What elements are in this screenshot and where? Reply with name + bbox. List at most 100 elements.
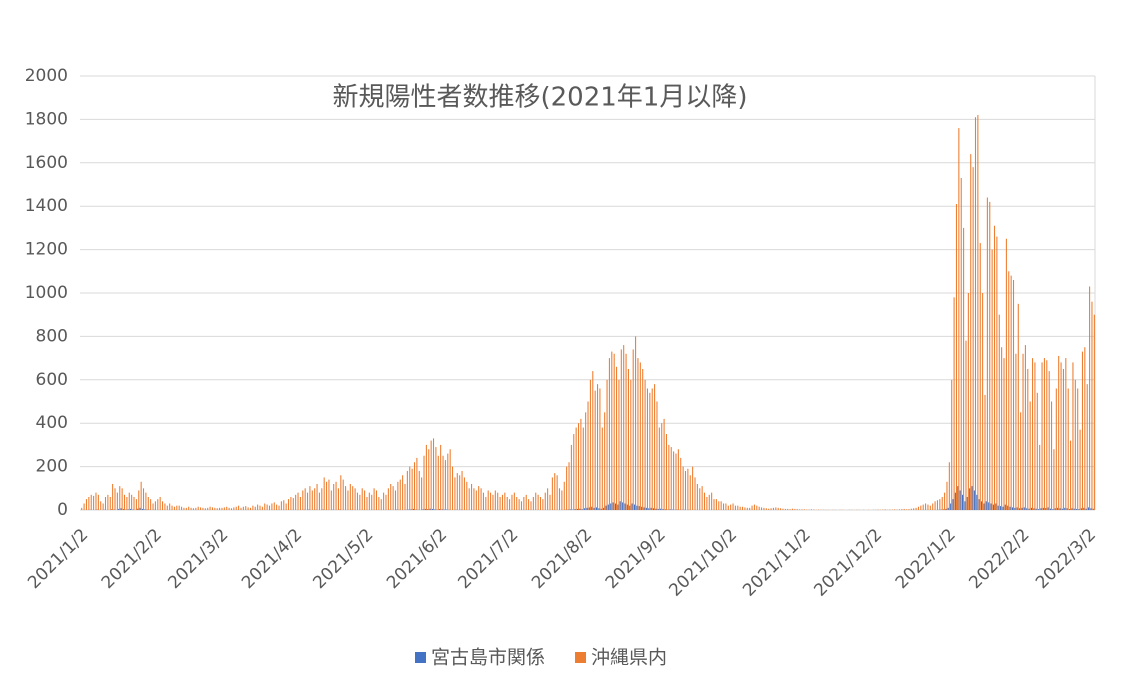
bar xyxy=(412,469,413,510)
bar xyxy=(504,493,505,510)
bar xyxy=(283,500,284,510)
bar xyxy=(1013,280,1014,510)
bar xyxy=(428,449,429,510)
bar xyxy=(918,507,919,510)
bar xyxy=(974,490,975,510)
bar xyxy=(181,507,182,510)
bar xyxy=(511,495,512,510)
bar xyxy=(989,202,990,510)
bar xyxy=(1029,509,1030,510)
bar xyxy=(1077,388,1078,510)
bar xyxy=(957,486,958,510)
bar xyxy=(1078,509,1079,510)
bar xyxy=(276,505,277,510)
bar xyxy=(93,496,94,510)
bar xyxy=(694,477,695,510)
bar xyxy=(1037,393,1038,510)
bar xyxy=(300,497,301,510)
bar xyxy=(645,380,646,510)
bar xyxy=(665,509,666,510)
bar xyxy=(142,509,143,510)
bar xyxy=(431,441,432,510)
bar xyxy=(414,462,415,510)
bar xyxy=(481,488,482,510)
bar xyxy=(483,493,484,510)
bar xyxy=(622,502,623,510)
bar xyxy=(901,509,902,510)
bar xyxy=(965,341,966,510)
bar xyxy=(559,488,560,510)
bar xyxy=(1021,508,1022,510)
bar xyxy=(200,507,201,510)
bar xyxy=(618,380,619,510)
bar xyxy=(570,509,571,510)
bar xyxy=(1001,347,1002,510)
bar xyxy=(585,412,586,510)
bar xyxy=(976,495,977,510)
bar xyxy=(1055,508,1056,510)
bar xyxy=(262,507,263,510)
bar xyxy=(1068,388,1069,510)
bar xyxy=(497,493,498,510)
bar xyxy=(140,508,141,510)
bar xyxy=(658,509,659,510)
bar xyxy=(107,495,108,510)
bar xyxy=(942,497,943,510)
bar xyxy=(637,358,638,510)
bar xyxy=(718,501,719,510)
bar xyxy=(343,480,344,510)
bar xyxy=(977,115,978,510)
bar xyxy=(702,486,703,510)
bar xyxy=(492,495,493,510)
bar xyxy=(981,501,982,510)
bar xyxy=(452,467,453,510)
bar xyxy=(81,508,82,510)
bar xyxy=(580,419,581,510)
bar xyxy=(804,509,805,510)
bar xyxy=(980,243,981,510)
bar xyxy=(121,508,122,510)
bar xyxy=(950,503,951,510)
bar xyxy=(1074,509,1075,510)
bar xyxy=(1049,371,1050,510)
bar xyxy=(305,488,306,510)
bar xyxy=(357,493,358,510)
y-tick-label: 200 xyxy=(36,457,68,477)
bar xyxy=(725,503,726,510)
bar xyxy=(433,438,434,510)
bar xyxy=(759,507,760,510)
bar xyxy=(1003,358,1004,510)
bar xyxy=(771,508,772,510)
bar xyxy=(1053,449,1054,510)
bar xyxy=(214,508,215,510)
bar xyxy=(516,497,517,510)
bar xyxy=(660,509,661,510)
bar xyxy=(973,167,974,510)
bar xyxy=(607,380,608,510)
bar xyxy=(690,475,691,510)
bar xyxy=(126,497,127,510)
bar xyxy=(226,507,227,510)
bar xyxy=(195,508,196,510)
bar xyxy=(162,501,163,510)
bar xyxy=(385,495,386,510)
bar xyxy=(994,226,995,510)
bar xyxy=(599,388,600,510)
bar xyxy=(338,488,339,510)
bar xyxy=(160,497,161,510)
bar xyxy=(954,297,955,510)
bar xyxy=(685,471,686,510)
bar xyxy=(592,371,593,510)
bar xyxy=(737,506,738,510)
bar xyxy=(975,117,976,510)
bar xyxy=(652,388,653,510)
bar xyxy=(554,473,555,510)
bar xyxy=(621,349,622,510)
bar xyxy=(157,499,158,510)
y-tick-label: 800 xyxy=(36,326,68,346)
y-tick-label: 1400 xyxy=(25,196,68,216)
y-tick-label: 1800 xyxy=(25,109,68,129)
bar xyxy=(609,358,610,510)
bar xyxy=(141,482,142,510)
